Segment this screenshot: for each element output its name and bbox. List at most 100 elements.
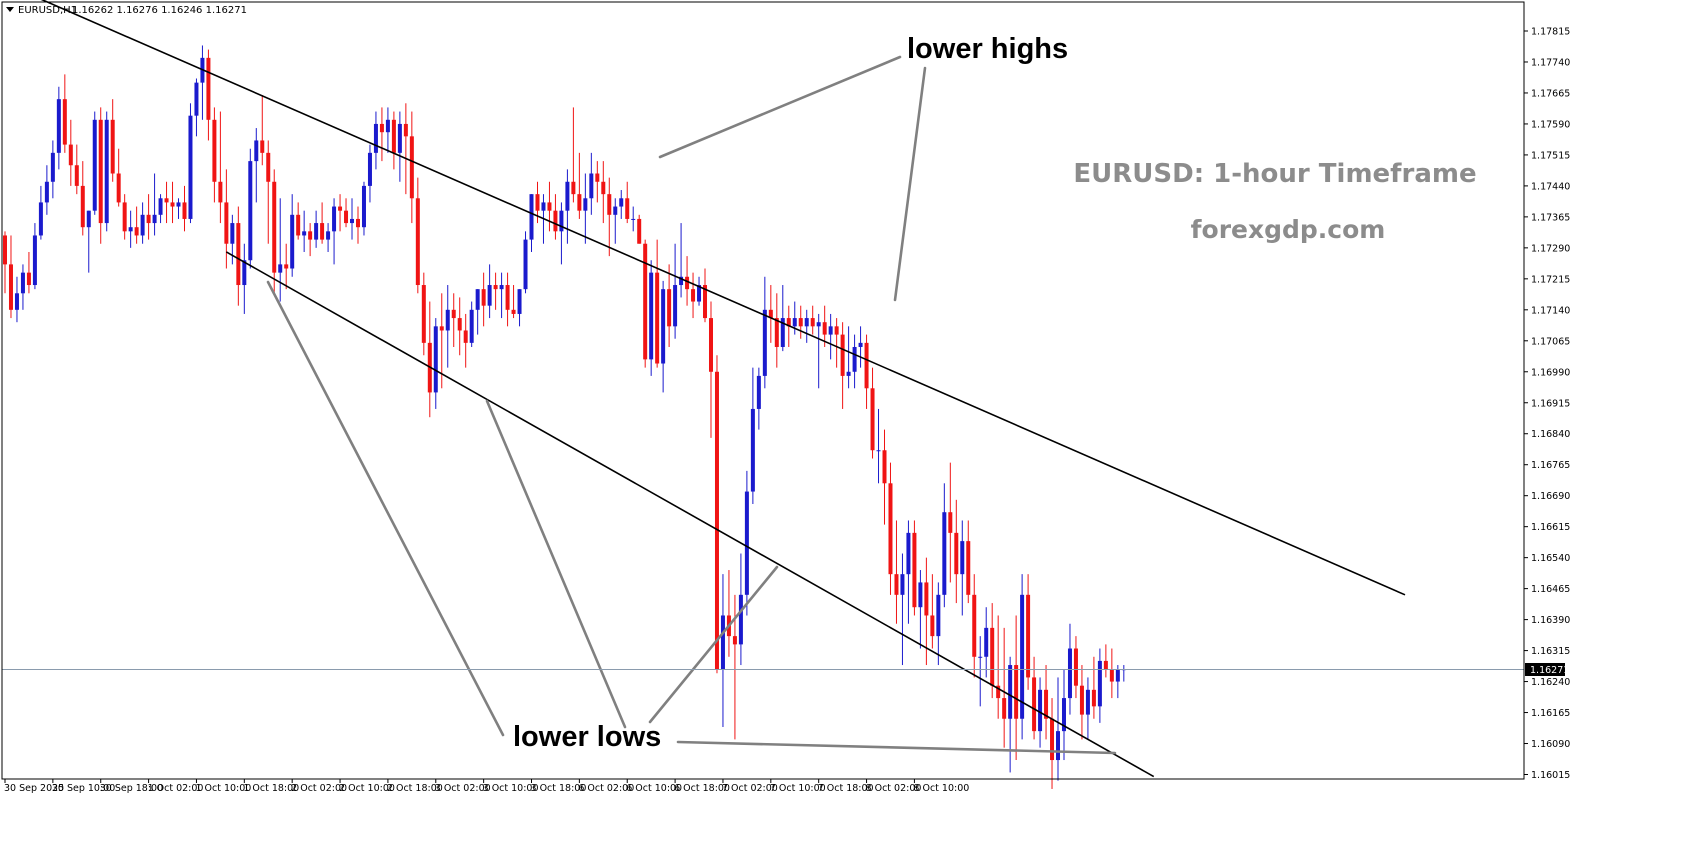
candle-body <box>720 615 725 670</box>
candle <box>50 140 55 199</box>
candle <box>750 367 755 504</box>
candle-body <box>792 318 797 327</box>
candle-body <box>56 99 61 153</box>
candle <box>391 111 396 170</box>
candle-body <box>744 491 749 595</box>
candle <box>433 318 438 409</box>
candle-body <box>691 289 696 302</box>
candle <box>469 301 474 347</box>
candle-body <box>529 194 534 240</box>
candle-body <box>762 309 767 376</box>
candle <box>571 107 576 203</box>
candle <box>858 326 863 368</box>
candle-body <box>547 202 552 211</box>
candle-body <box>457 318 462 331</box>
candle <box>116 148 121 207</box>
candle-body <box>613 206 618 215</box>
candle-body <box>326 231 331 240</box>
candle <box>296 202 301 240</box>
candle <box>140 202 145 244</box>
candle <box>493 272 498 310</box>
candle <box>499 272 504 319</box>
ohlc-values: 1.16262 1.16276 1.16246 1.16271 <box>72 5 247 16</box>
candle <box>822 305 827 347</box>
candle-body <box>810 318 815 327</box>
candle-body <box>278 264 283 273</box>
candle-body <box>433 326 438 393</box>
candle <box>768 285 773 343</box>
y-tick-label: 1.17590 <box>1531 119 1570 130</box>
candle <box>475 289 480 335</box>
candle-body <box>266 152 271 182</box>
candle-body <box>1067 648 1072 699</box>
candle <box>487 264 492 319</box>
lower-channel-line[interactable] <box>225 251 1155 778</box>
candle-body <box>631 218 636 220</box>
candle <box>104 111 109 232</box>
candle <box>212 107 217 203</box>
y-tick-label: 1.17440 <box>1531 181 1570 192</box>
candle <box>110 99 115 182</box>
current-price-label: 1.16271 <box>1530 665 1569 676</box>
candle-body <box>846 371 851 376</box>
y-tick-label: 1.16990 <box>1531 367 1570 378</box>
candle-body <box>607 194 612 215</box>
candle <box>553 194 558 240</box>
candle-body <box>68 144 73 166</box>
candle <box>314 210 319 248</box>
candle-body <box>332 206 337 232</box>
candle <box>996 615 1001 719</box>
candle <box>194 78 199 137</box>
candle-body <box>38 202 43 236</box>
candle-body <box>164 198 169 203</box>
candle-body <box>780 318 785 347</box>
candle-body <box>655 272 660 364</box>
candle <box>218 111 223 224</box>
candle-body <box>236 223 241 286</box>
candle-body <box>308 231 313 240</box>
x-tick-label: 6 Oct 18:00 <box>674 783 730 794</box>
candle-body <box>116 173 121 203</box>
y-tick-label: 1.16165 <box>1531 708 1570 719</box>
candle <box>990 603 995 699</box>
candle <box>864 334 869 409</box>
candle <box>182 185 187 232</box>
candle-body <box>302 231 307 236</box>
candle-body <box>290 214 295 269</box>
candle <box>936 582 941 666</box>
candle-body <box>272 181 277 273</box>
candle <box>1020 574 1025 740</box>
x-tick-label: 2 Oct 18:00 <box>387 783 443 794</box>
candle <box>1061 669 1066 761</box>
candle <box>894 520 899 624</box>
candle <box>170 181 175 224</box>
collapse-triangle-icon[interactable] <box>6 7 14 12</box>
candle <box>26 251 31 294</box>
candle <box>780 285 785 352</box>
candle <box>577 152 582 219</box>
candle <box>80 161 85 236</box>
upper-channel-line[interactable] <box>5 0 1406 596</box>
candle-body <box>367 152 372 186</box>
candle-body <box>469 309 474 343</box>
candle-body <box>314 223 319 240</box>
candle-body <box>230 223 235 244</box>
y-tick-label: 1.17365 <box>1531 212 1570 223</box>
candle <box>421 272 426 356</box>
candle <box>8 235 13 319</box>
candle <box>32 223 37 290</box>
lower-highs-pointer-line <box>658 55 902 159</box>
price-axis[interactable]: 1.17815 1.17740 1.17665 1.17590 1.17515 1.174… <box>1524 27 1570 782</box>
candle-body <box>1085 689 1090 715</box>
candle <box>206 49 211 141</box>
candle-body <box>403 123 408 137</box>
candle-body <box>98 119 103 224</box>
candle-body <box>320 223 325 240</box>
candle-body <box>750 408 755 492</box>
candle <box>1044 665 1049 740</box>
candle <box>350 198 355 240</box>
candle <box>122 194 127 240</box>
candle-body <box>152 214 157 224</box>
